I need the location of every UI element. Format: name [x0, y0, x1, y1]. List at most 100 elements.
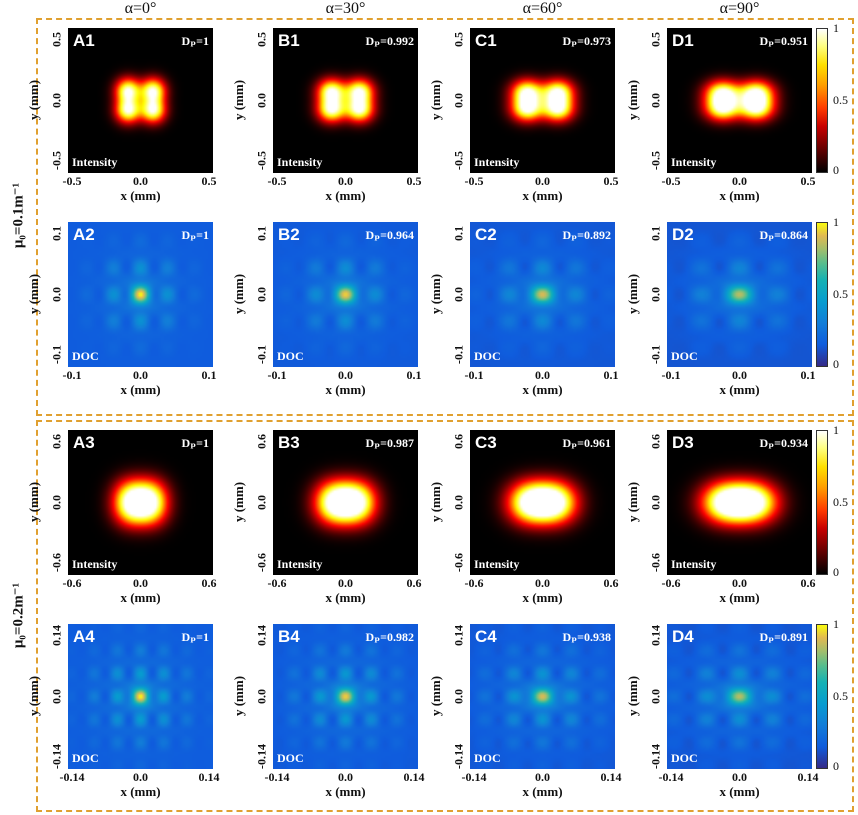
x-tick: 0.0: [732, 174, 747, 188]
y-axis-label: y (mm): [26, 79, 41, 120]
y-tick: 0.14: [451, 625, 466, 646]
panel-type: DOC: [72, 751, 99, 765]
polarization-degree: Dₚ=0.938: [562, 630, 612, 644]
colorbar-tick: 1: [833, 21, 839, 35]
x-axis-label: x (mm): [719, 784, 760, 799]
x-axis-label: x (mm): [325, 382, 366, 397]
heatmap-B3: B3 Dₚ=0.987 Intensity: [273, 430, 418, 575]
colorbar-tick: 0: [833, 163, 839, 177]
heatmap-B1: B1 Dₚ=0.992 Intensity: [273, 28, 418, 173]
x-tick: -0.14: [59, 770, 85, 784]
y-tick: 0.1: [49, 226, 64, 241]
x-tick: 0.6: [603, 576, 619, 590]
y-tick: 0.0: [254, 286, 269, 302]
x-tick: -0.5: [267, 174, 287, 188]
x-tick: 0.5: [201, 174, 217, 188]
panel-type: Intensity: [474, 557, 520, 571]
x-tick: 0.6: [201, 576, 217, 590]
x-tick: 0.14: [198, 770, 220, 784]
heatmap-D1: D1 Dₚ=0.951 Intensity: [667, 28, 812, 173]
x-tick: 0.0: [133, 368, 148, 382]
heatmap-A4: A4 Dₚ=1 DOC: [68, 624, 213, 769]
panel-type: Intensity: [671, 557, 717, 571]
heatmap-C3: C3 Dₚ=0.961 Intensity: [470, 430, 615, 575]
polarization-degree: Dₚ=0.982: [365, 630, 415, 644]
polarization-degree: Dₚ=1: [181, 630, 210, 644]
panel-type: DOC: [277, 349, 304, 363]
heatmap-A1: A1 Dₚ=1 Intensity: [68, 28, 213, 173]
x-tick: 0.14: [600, 770, 622, 784]
y-tick: 0.5: [254, 32, 269, 47]
panel-id: D3: [672, 433, 694, 452]
x-axis-label: x (mm): [325, 590, 366, 605]
y-tick: 0.6: [648, 434, 663, 449]
y-axis-label: y (mm): [26, 675, 41, 716]
x-tick: 0.0: [133, 770, 148, 784]
x-axis-label: x (mm): [522, 382, 563, 397]
heatmap-B4: B4 Dₚ=0.982 DOC: [273, 624, 418, 769]
x-tick: 0.14: [797, 770, 819, 784]
y-tick: 0.0: [254, 688, 269, 704]
x-tick: -0.6: [267, 576, 287, 590]
colorbar-2: [816, 430, 828, 575]
x-tick: 0.0: [732, 368, 747, 382]
panel-id: D2: [672, 225, 694, 244]
heatmap-canvas-D3: [667, 430, 812, 575]
y-tick: 0.0: [49, 286, 64, 302]
x-tick: -0.1: [62, 368, 82, 382]
heatmap-canvas-B3: [273, 430, 418, 575]
polarization-degree: Dₚ=1: [181, 228, 210, 242]
x-tick: -0.1: [464, 368, 484, 382]
heatmap-D4: D4 Dₚ=0.891 DOC: [667, 624, 812, 769]
heatmap-canvas-D4: [667, 624, 812, 769]
panel-id: A4: [73, 627, 95, 646]
x-tick: -0.5: [62, 174, 82, 188]
heatmap-canvas-A2: [68, 222, 213, 367]
polarization-degree: Dₚ=0.973: [562, 34, 612, 48]
y-axis-label: y (mm): [428, 481, 443, 522]
y-tick: 0.5: [49, 32, 64, 47]
y-tick: 0.0: [49, 92, 64, 108]
x-tick: 0.5: [603, 174, 619, 188]
heatmap-C2: C2 Dₚ=0.892 DOC: [470, 222, 615, 367]
x-axis-label: x (mm): [120, 188, 161, 203]
x-tick: 0.0: [133, 576, 148, 590]
x-axis-label: x (mm): [719, 188, 760, 203]
y-axis-label: y (mm): [231, 481, 246, 522]
panel-id: D1: [672, 31, 694, 50]
polarization-degree: Dₚ=0.951: [759, 34, 809, 48]
x-axis-label: x (mm): [120, 590, 161, 605]
panel-id: D4: [672, 627, 694, 646]
panel-id: C1: [475, 31, 497, 50]
heatmap-canvas-C1: [470, 28, 615, 173]
heatmap-B2: B2 Dₚ=0.964 DOC: [273, 222, 418, 367]
heatmap-canvas-D1: [667, 28, 812, 173]
x-tick: 0.6: [406, 576, 422, 590]
heatmap-D2: D2 Dₚ=0.864 DOC: [667, 222, 812, 367]
group-label-0: μ₀=0.1m⁻¹: [10, 182, 27, 249]
y-tick: 0.0: [451, 688, 466, 704]
x-axis-label: x (mm): [325, 784, 366, 799]
panel-type: DOC: [72, 349, 99, 363]
group-box-mu01: [36, 18, 854, 416]
polarization-degree: Dₚ=1: [181, 34, 210, 48]
x-tick: 0.0: [732, 576, 747, 590]
polarization-degree: Dₚ=0.864: [759, 228, 809, 242]
y-axis-label: y (mm): [231, 79, 246, 120]
colorbar-tick: 0.5: [833, 92, 848, 107]
panel-id: B2: [278, 225, 300, 244]
x-tick: -0.5: [464, 174, 484, 188]
x-tick: 0.0: [535, 174, 550, 188]
y-tick: 0.0: [648, 286, 663, 302]
panel-type: Intensity: [474, 155, 520, 169]
group-label-1: μ₀=0.2m⁻¹: [10, 582, 27, 649]
y-tick: 0.1: [451, 226, 466, 241]
y-axis-label: y (mm): [625, 273, 640, 314]
panel-type: Intensity: [277, 155, 323, 169]
x-tick: 0.0: [338, 174, 353, 188]
y-tick: 0.0: [49, 494, 64, 510]
x-tick: 0.5: [800, 174, 816, 188]
panel-type: Intensity: [277, 557, 323, 571]
heatmap-canvas-B1: [273, 28, 418, 173]
polarization-degree: Dₚ=0.987: [365, 436, 415, 450]
